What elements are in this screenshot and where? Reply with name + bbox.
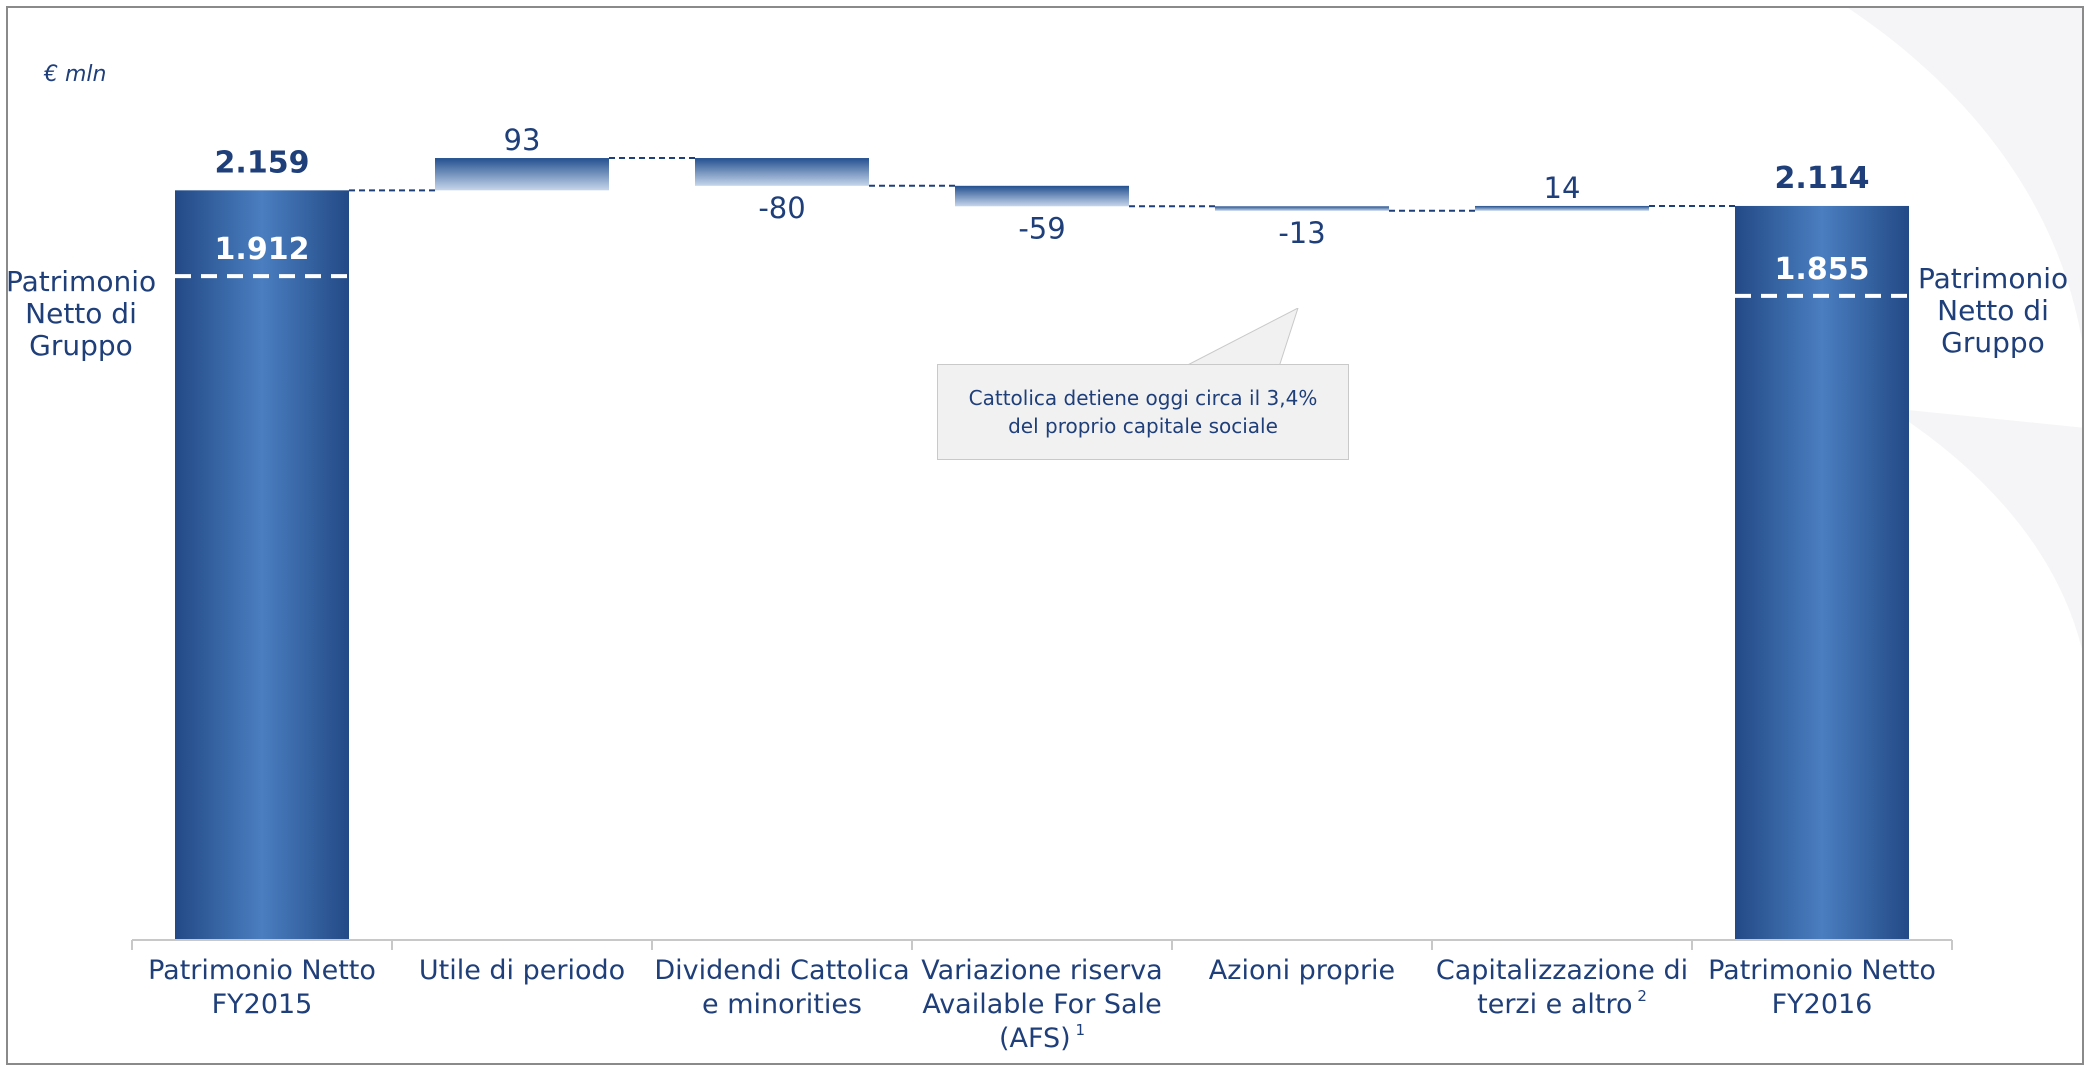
category-label-7: Patrimonio Netto FY2016	[1694, 954, 1950, 1022]
category-label-2: Utile di periodo	[394, 954, 650, 988]
category-label-text-2: Utile di periodo	[418, 955, 626, 986]
group-equity-label-1: 1.912	[215, 232, 310, 267]
bar-7	[1735, 205, 1909, 940]
right-group-equity-label: Patrimonio Netto di Gruppo	[1918, 263, 2068, 359]
right-side-line-1: Patrimonio	[1918, 262, 2069, 295]
category-footnote-4: 1	[1070, 1021, 1086, 1039]
bar-1	[175, 190, 349, 940]
left-side-line-1: Patrimonio	[6, 265, 157, 298]
value-label-6: 14	[1544, 171, 1581, 205]
value-label-5: -13	[1278, 216, 1325, 250]
value-label-4: -59	[1018, 211, 1065, 245]
category-label-text-5: Azioni proprie	[1208, 955, 1396, 986]
category-label-4: Variazione riserva Available For Sale (A…	[914, 954, 1170, 1056]
waterfall-chart: 2.159 93 -80 -59 -13 14 2.114 1.912 1.855	[131, 8, 2082, 950]
category-label-text-3: Dividendi Cattolica e minorities	[654, 955, 910, 1020]
bar-6	[1475, 205, 1649, 211]
watermark-arc	[1848, 8, 2082, 341]
bar-3	[695, 158, 869, 186]
left-group-equity-label: Patrimonio Netto di Gruppo	[6, 265, 157, 362]
bar-2	[435, 158, 609, 191]
category-label-6: Capitalizzazione di terzi e altro 2	[1434, 954, 1690, 1022]
group-equity-label-7: 1.855	[1775, 252, 1870, 287]
category-label-text-4: Variazione riserva Available For Sale (A…	[921, 955, 1163, 1054]
value-label-2: 93	[504, 123, 541, 157]
category-label-text-6: Capitalizzazione di terzi e altro	[1435, 955, 1689, 1020]
value-label-7: 2.114	[1775, 161, 1870, 196]
unit-label: € mln	[44, 62, 107, 87]
bar-4	[955, 185, 1129, 207]
callout-tail	[1177, 308, 1299, 370]
left-side-line-3: Gruppo	[29, 329, 133, 362]
category-footnote-6: 2	[1632, 987, 1647, 1005]
watermark-arc-2	[1888, 408, 2082, 650]
category-label-text-7: Patrimonio Netto FY2016	[1708, 955, 1936, 1020]
bar-5	[1215, 206, 1389, 211]
category-label-text-1: Patrimonio Netto FY2015	[148, 955, 376, 1020]
left-side-line-2: Netto di	[25, 297, 137, 330]
category-label-3: Dividendi Cattolica e minorities	[654, 954, 910, 1022]
right-side-line-3: Gruppo	[1941, 326, 2045, 359]
value-label-3: -80	[758, 191, 805, 225]
slide-frame: 2.159 93 -80 -59 -13 14 2.114 1.912 1.855 € mln …	[6, 6, 2084, 1065]
category-label-1: Patrimonio Netto FY2015	[134, 954, 390, 1022]
right-side-line-2: Netto di	[1937, 294, 2049, 327]
callout-note: Cattolica detiene oggi circa il 3,4% del…	[937, 364, 1349, 460]
category-label-5: Azioni proprie	[1174, 954, 1430, 988]
value-label-1: 2.159	[215, 145, 310, 180]
